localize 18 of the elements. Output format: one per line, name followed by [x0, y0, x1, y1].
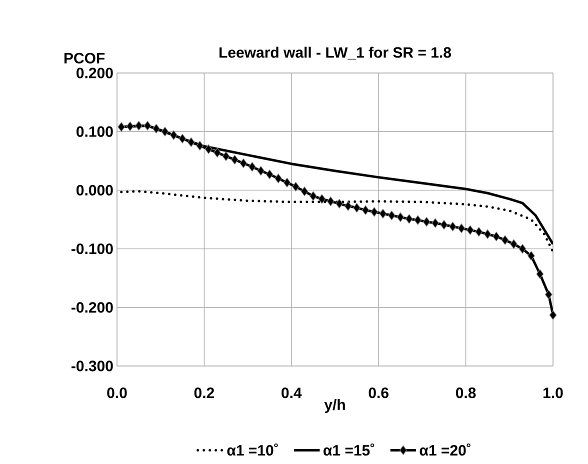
y-tick-label: 0.100 [76, 126, 113, 137]
chart-title: Leeward wall - LW_1 for SR = 1.8 [220, 46, 452, 60]
x-axis-title: y/h [324, 399, 345, 413]
legend-label: α1 =10˚ [227, 443, 278, 456]
legend-label: α1 =20˚ [420, 443, 470, 456]
x-tick-label: 0.4 [282, 388, 302, 398]
legend-label: α1 =15˚ [324, 443, 374, 456]
y-tick-label: 0.000 [76, 184, 113, 196]
x-tick-label: 0.6 [368, 388, 388, 398]
y-tick-label: -0.200 [72, 302, 113, 313]
y-axis-title: PCOF [64, 52, 105, 64]
x-tick-label: 0.2 [194, 388, 214, 398]
y-tick-label: -0.300 [72, 360, 113, 372]
y-tick-label: -0.100 [72, 243, 113, 254]
x-tick-label: 0.0 [107, 388, 127, 398]
x-tick-label: 1.0 [544, 388, 563, 398]
y-tick-label: 0.200 [76, 68, 113, 78]
x-tick-label: 0.8 [456, 388, 476, 398]
